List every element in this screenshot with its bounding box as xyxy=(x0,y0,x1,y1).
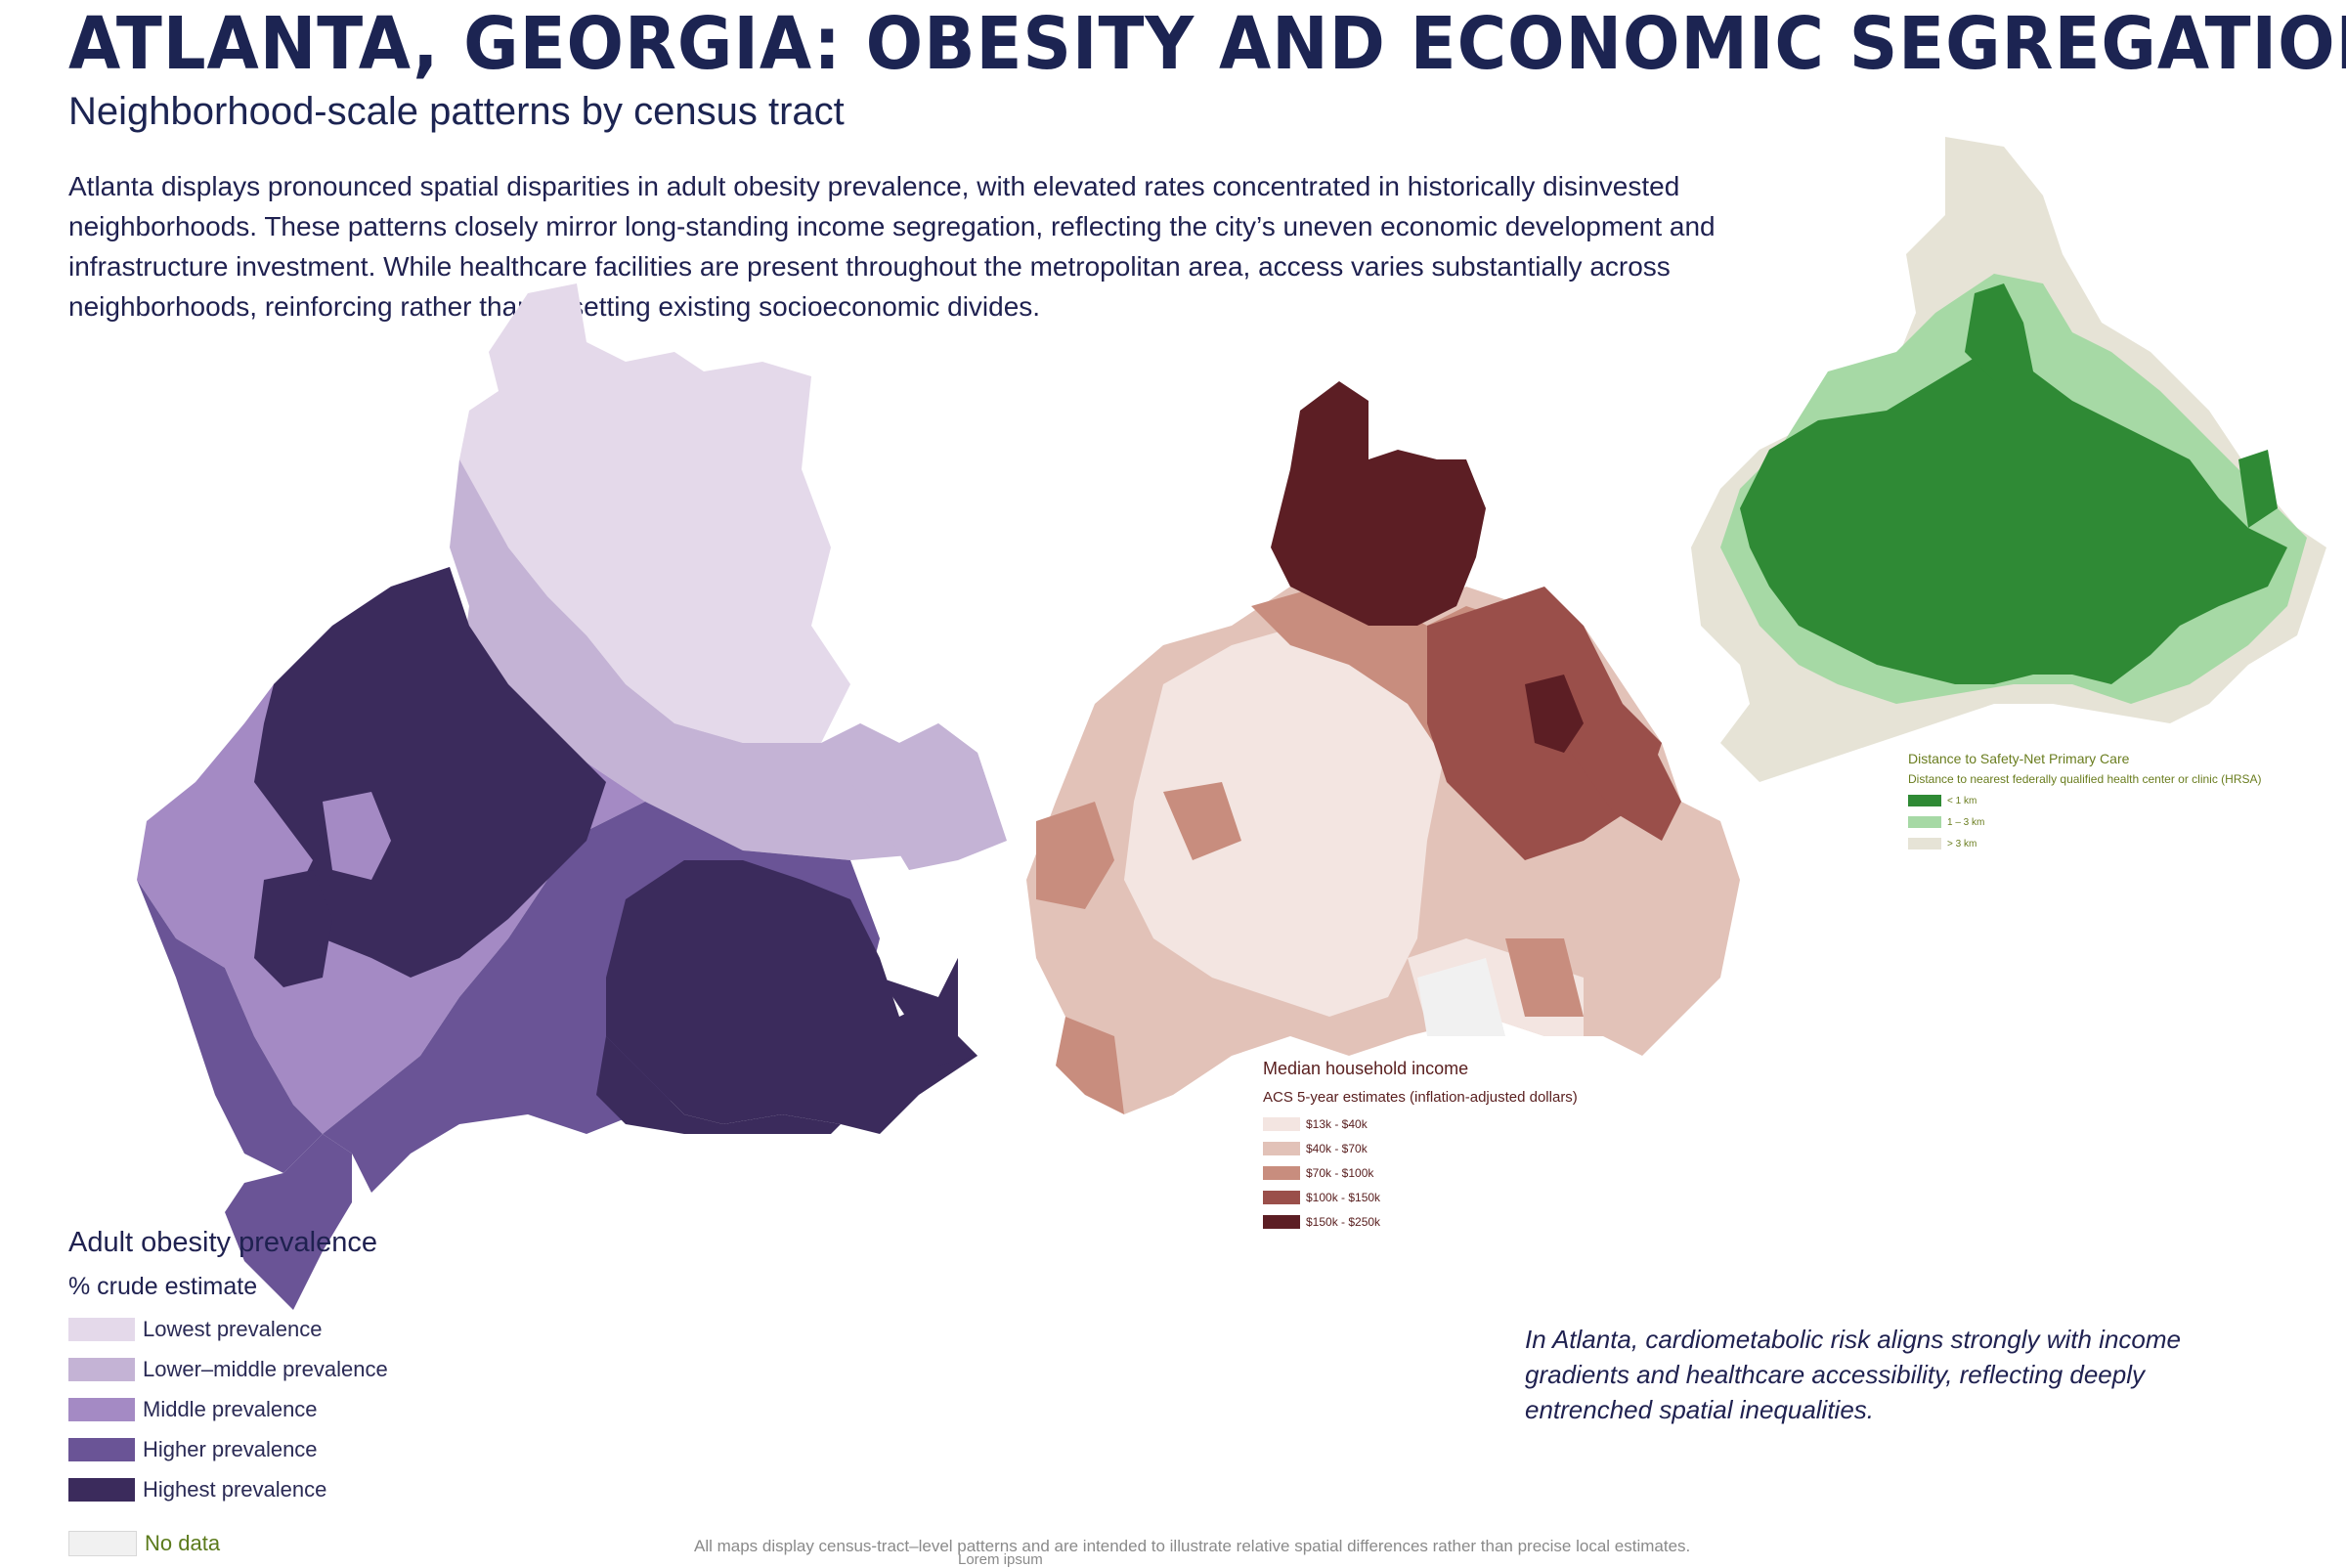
legend-label: Lowest prevalence xyxy=(143,1316,323,1341)
income-region-north-top xyxy=(1271,381,1486,626)
obesity-region-north xyxy=(459,283,850,743)
legend-label: $150k - $250k xyxy=(1306,1214,1381,1229)
obesity-legend-title: Adult obesity prevalence xyxy=(68,1227,377,1258)
legend-swatch xyxy=(68,1477,135,1502)
income-legend: Median household income ACS 5-year estim… xyxy=(1263,1059,1578,1234)
income-region-east-lobe xyxy=(1564,723,1681,841)
obesity-legend: Adult obesity prevalence % crude estimat… xyxy=(68,1227,388,1509)
obesity-legend-item: Higher prevalence xyxy=(68,1429,388,1469)
income-region-nodata xyxy=(1417,958,1505,1036)
legend-swatch xyxy=(1908,838,1941,849)
page-subtitle: Neighborhood-scale patterns by census tr… xyxy=(68,90,845,133)
obesity-region-core xyxy=(254,567,606,978)
obesity-map xyxy=(137,283,1007,1310)
legend-label: Middle prevalence xyxy=(143,1396,318,1421)
legend-swatch xyxy=(1263,1214,1300,1229)
legend-swatch xyxy=(1908,816,1941,828)
obesity-legend-item: Highest prevalence xyxy=(68,1469,388,1509)
income-region-east-top xyxy=(1525,675,1584,753)
legend-label: $100k - $150k xyxy=(1306,1190,1381,1204)
obesity-region-southwest xyxy=(137,880,323,1173)
legend-swatch xyxy=(68,1437,135,1461)
access-region-high xyxy=(1740,352,2287,684)
page-title: ATLANTA, GEORGIA: OBESITY AND ECONOMIC S… xyxy=(68,2,2346,86)
legend-swatch xyxy=(1263,1190,1300,1204)
footnote: All maps display census-tract–level patt… xyxy=(694,1537,1691,1555)
obesity-region-far-east xyxy=(880,958,978,1066)
legend-swatch xyxy=(68,1397,135,1421)
obesity-region-mid-patch xyxy=(323,792,391,880)
income-map xyxy=(1026,381,1740,1114)
income-legend-item: $100k - $150k xyxy=(1263,1185,1578,1209)
obesity-legend-item: Middle prevalence xyxy=(68,1389,388,1429)
no-data-legend: No data xyxy=(68,1531,220,1556)
obesity-legend-item: Lower–middle prevalence xyxy=(68,1349,388,1389)
obesity-region-southeast xyxy=(606,860,978,1134)
access-legend: Distance to Safety-Net Primary Care Dist… xyxy=(1908,751,2262,854)
access-legend-item: < 1 km xyxy=(1908,790,2262,811)
access-region-east-high xyxy=(2238,450,2278,528)
access-map xyxy=(1691,137,2326,782)
obesity-region-east xyxy=(850,723,1007,870)
obesity-legend-subtitle: % crude estimate xyxy=(68,1273,258,1300)
legend-swatch xyxy=(68,1317,135,1341)
legend-swatch xyxy=(1263,1165,1300,1180)
income-region-west-patch xyxy=(1163,782,1241,860)
legend-label: 1 – 3 km xyxy=(1947,816,1985,828)
access-legend-item: > 3 km xyxy=(1908,833,2262,854)
legend-label: Higher prevalence xyxy=(143,1436,318,1461)
legend-label: $40k - $70k xyxy=(1306,1141,1368,1155)
obesity-region-southwest-lobe xyxy=(225,1134,352,1310)
obesity-region-west-patch xyxy=(254,870,332,987)
obesity-region-south-tip xyxy=(596,1036,841,1134)
legend-swatch xyxy=(1263,1116,1300,1131)
legend-swatch xyxy=(68,1357,135,1381)
income-region-south-patch xyxy=(1505,938,1584,1017)
income-region-sw-mid xyxy=(1056,1017,1124,1114)
legend-label: Highest prevalence xyxy=(143,1476,327,1502)
no-data-label: No data xyxy=(145,1531,221,1555)
access-legend-title: Distance to Safety-Net Primary Care xyxy=(1908,751,2130,766)
access-region-north-high xyxy=(1965,283,2033,381)
footer-placeholder: Lorem ipsum xyxy=(958,1551,1043,1568)
income-legend-subtitle: ACS 5-year estimates (inflation-adjusted… xyxy=(1263,1089,1578,1106)
access-legend-item: 1 – 3 km xyxy=(1908,811,2262,833)
no-data-swatch xyxy=(68,1531,137,1556)
income-legend-item: $40k - $70k xyxy=(1263,1136,1578,1160)
legend-label: > 3 km xyxy=(1947,838,1977,849)
income-legend-title: Median household income xyxy=(1263,1059,1469,1078)
legend-label: $70k - $100k xyxy=(1306,1165,1374,1180)
income-legend-item: $70k - $100k xyxy=(1263,1160,1578,1185)
legend-label: $13k - $40k xyxy=(1306,1116,1368,1131)
legend-swatch xyxy=(1263,1141,1300,1155)
summary-caption: In Atlanta, cardiometabolic risk aligns … xyxy=(1525,1325,2181,1424)
legend-label: Lower–middle prevalence xyxy=(143,1356,388,1381)
income-region-low xyxy=(1124,626,1447,1017)
income-region-west-mid xyxy=(1036,802,1114,909)
legend-swatch xyxy=(1908,795,1941,806)
legend-label: < 1 km xyxy=(1947,795,1977,806)
access-legend-subtitle: Distance to nearest federally qualified … xyxy=(1908,772,2262,786)
obesity-legend-item: Lowest prevalence xyxy=(68,1309,388,1349)
income-legend-item: $150k - $250k xyxy=(1263,1209,1578,1234)
income-legend-item: $13k - $40k xyxy=(1263,1111,1578,1136)
